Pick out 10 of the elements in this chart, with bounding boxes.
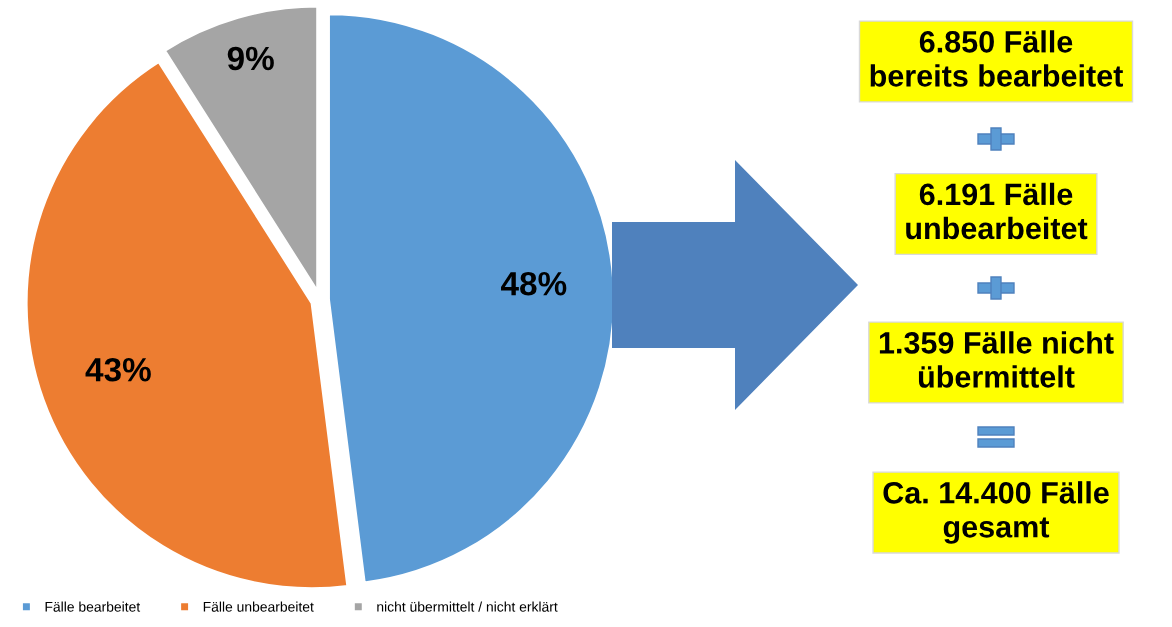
data-label: 9% [227, 46, 274, 71]
legend-label: nicht übermittelt / nicht erklärt [377, 601, 558, 612]
data-label: 43% [85, 357, 151, 382]
text: Ca. 14.400 Fälle gesamt [883, 481, 1109, 544]
text: 6.850 Fälle bereits bearbeitet [870, 30, 1123, 87]
legend-label: Fälle bearbeitet [45, 601, 141, 612]
legend-label: Fälle unbearbeitet [203, 601, 314, 612]
text: 6.191 Fälle unbearbeitet [906, 182, 1088, 240]
text: 1.359 Fälle nicht übermittelt [879, 331, 1114, 388]
data-label: 48% [501, 271, 567, 296]
